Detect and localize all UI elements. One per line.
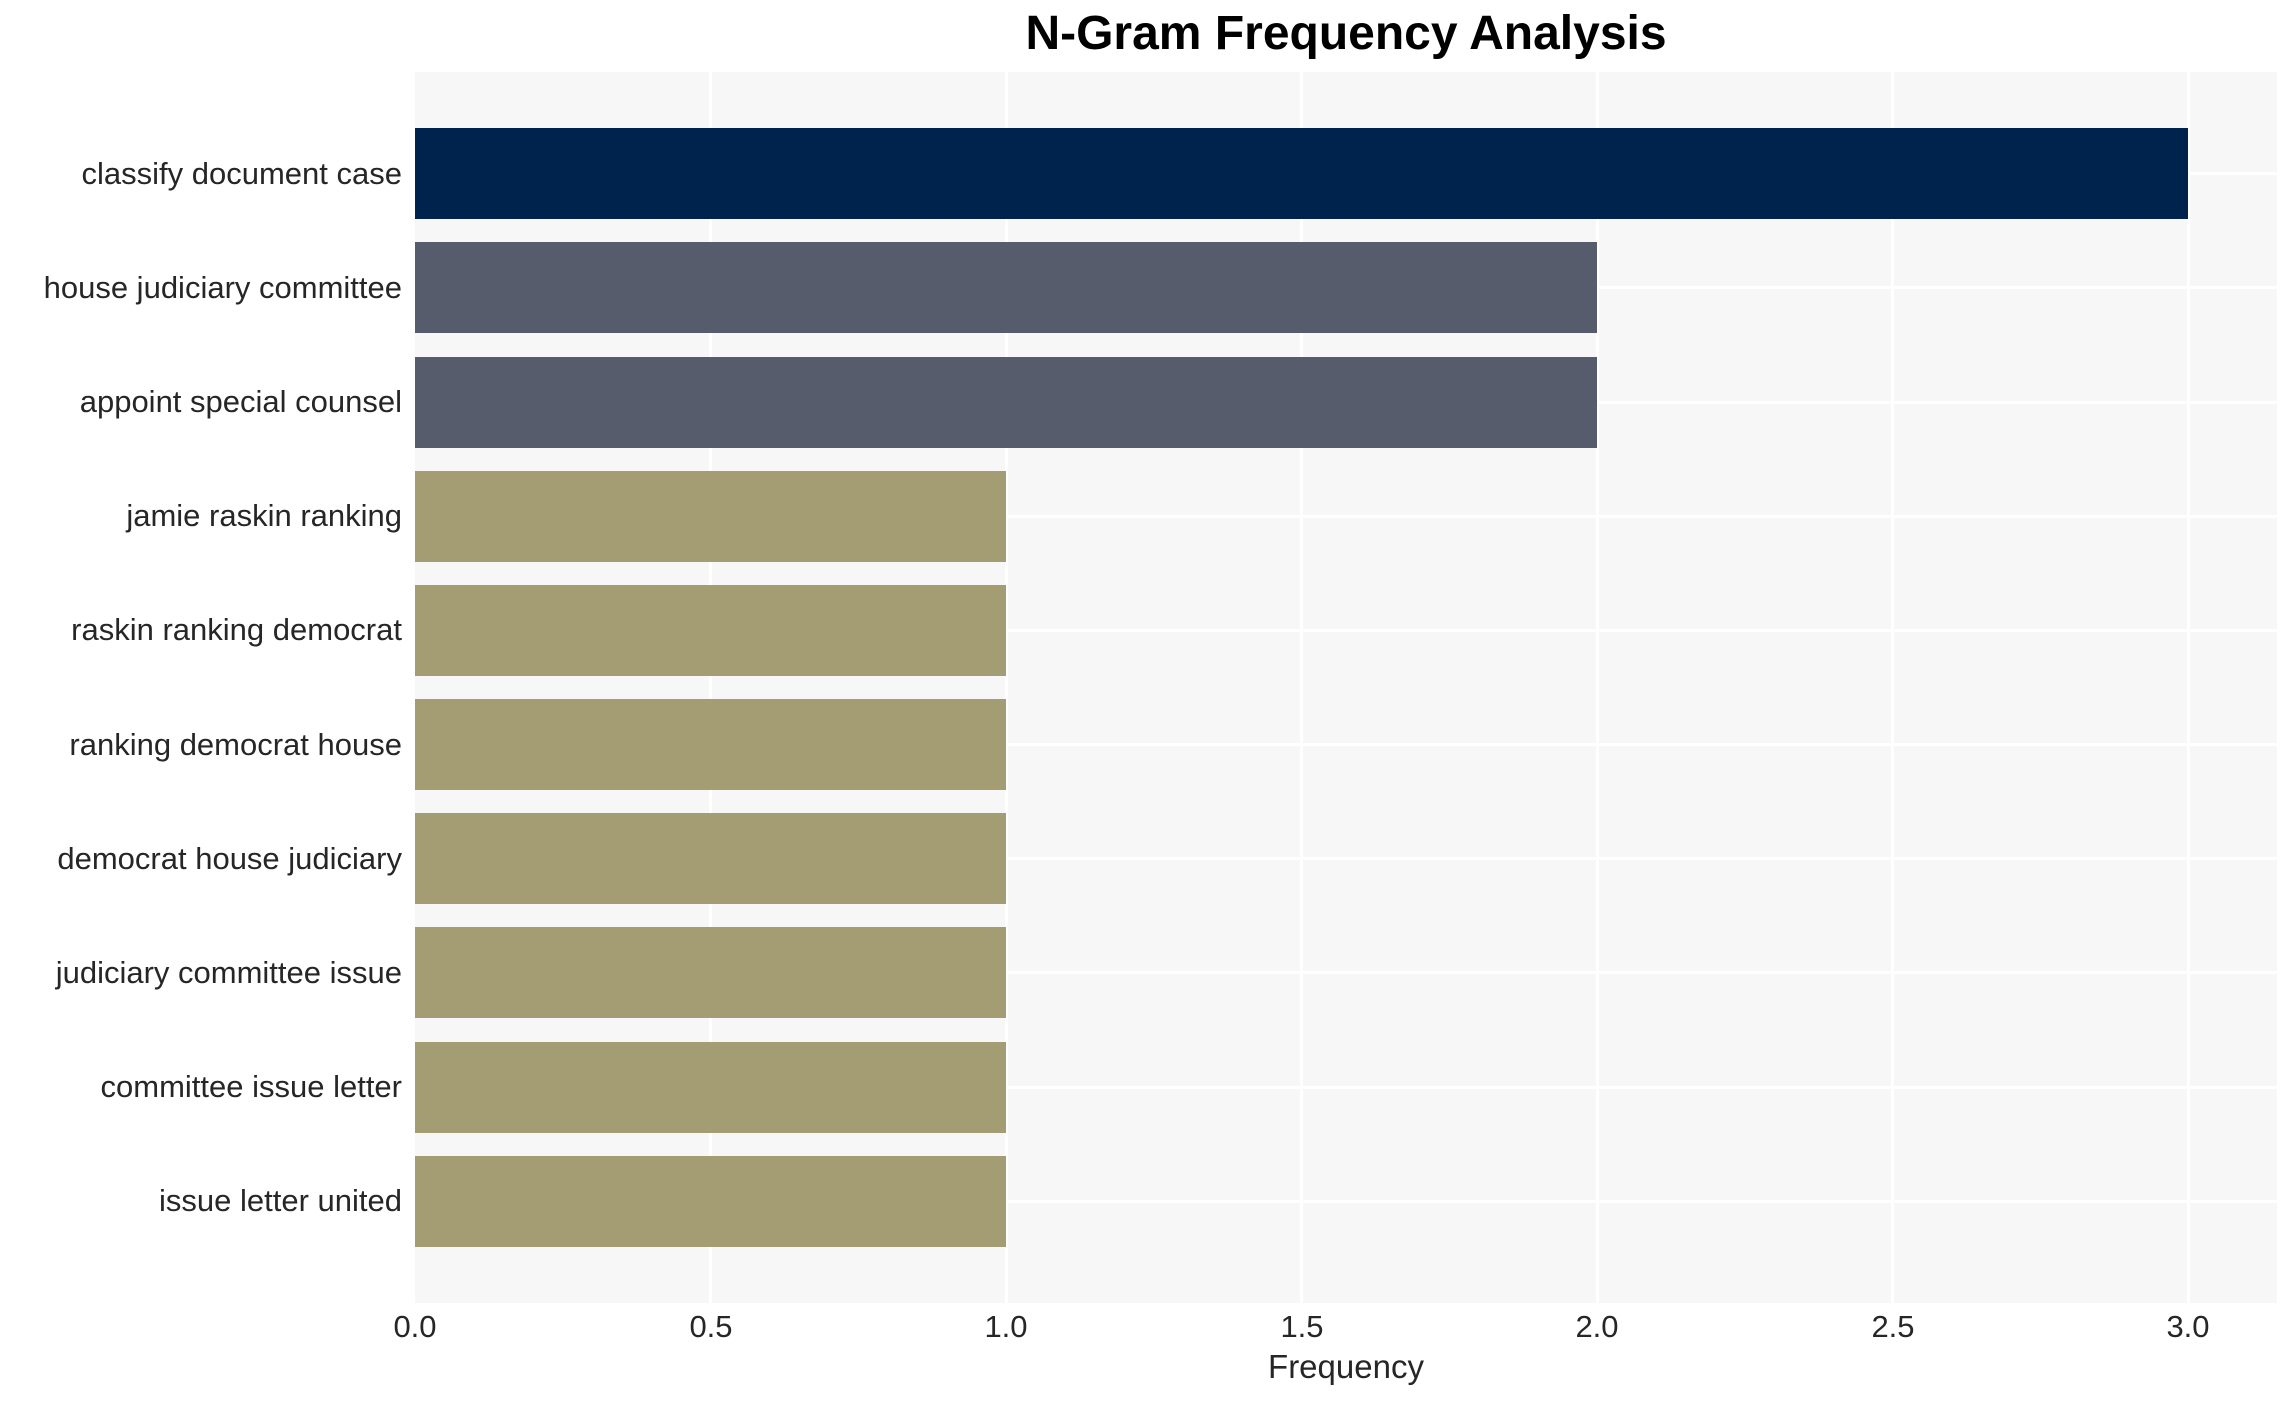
- frequency-bar: [415, 813, 1006, 904]
- y-tick-label: ranking democrat house: [69, 727, 402, 762]
- x-gridline: [709, 72, 712, 1303]
- frequency-bar: [415, 1156, 1006, 1247]
- frequency-bar: [415, 128, 2188, 219]
- x-axis-label: Frequency: [1268, 1348, 1424, 1385]
- x-gridline: [1596, 72, 1599, 1303]
- x-tick-label: 1.5: [1280, 1309, 1324, 1344]
- y-gridline: [415, 1200, 2277, 1203]
- x-gridline: [1891, 72, 1894, 1303]
- x-gridline: [2187, 72, 2190, 1303]
- plot-area: [415, 72, 2277, 1303]
- y-gridline: [415, 971, 2277, 974]
- y-tick-label: democrat house judiciary: [57, 841, 402, 876]
- y-gridline: [415, 1086, 2277, 1089]
- frequency-bar: [415, 927, 1006, 1018]
- chart-title: N-Gram Frequency Analysis: [1025, 7, 1667, 60]
- y-gridline: [415, 629, 2277, 632]
- frequency-bar: [415, 357, 1597, 448]
- x-tick-label: 3.0: [2166, 1309, 2210, 1344]
- y-tick-label: appoint special counsel: [79, 384, 402, 419]
- frequency-bar: [415, 699, 1006, 790]
- frequency-bar: [415, 1042, 1006, 1133]
- y-tick-label: classify document case: [81, 156, 402, 191]
- x-tick-label: 0.5: [689, 1309, 733, 1344]
- y-tick-label: issue letter united: [159, 1183, 402, 1218]
- y-gridline: [415, 857, 2277, 860]
- x-tick-label: 0.0: [393, 1309, 437, 1344]
- x-tick-label: 2.5: [1871, 1309, 1915, 1344]
- y-tick-label: judiciary committee issue: [55, 955, 402, 990]
- y-tick-label: jamie raskin ranking: [126, 498, 402, 533]
- frequency-bar: [415, 585, 1006, 676]
- frequency-bar: [415, 471, 1006, 562]
- x-gridline: [1300, 72, 1303, 1303]
- y-tick-label: committee issue letter: [100, 1069, 403, 1104]
- x-tick-label: 2.0: [1575, 1309, 1619, 1344]
- x-tick-label: 1.0: [984, 1309, 1028, 1344]
- y-tick-label: raskin ranking democrat: [71, 612, 402, 647]
- x-gridline: [1005, 72, 1008, 1303]
- y-gridline: [415, 743, 2277, 746]
- y-tick-label: house judiciary committee: [43, 270, 402, 305]
- frequency-bar: [415, 242, 1597, 333]
- y-gridline: [415, 515, 2277, 518]
